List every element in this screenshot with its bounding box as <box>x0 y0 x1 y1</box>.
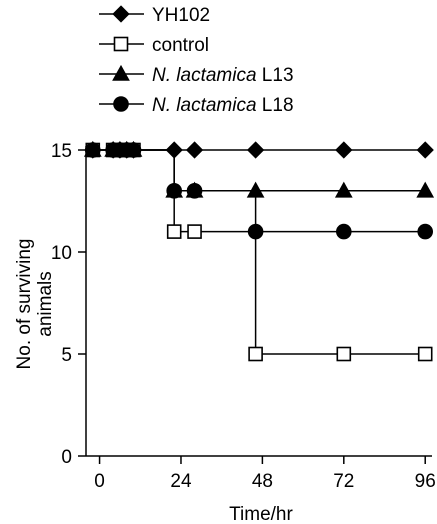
y-axis-label-line: animals <box>35 271 56 336</box>
legend-label-part: YH102 <box>152 5 210 26</box>
data-point-diamond <box>246 141 265 159</box>
series-line <box>92 149 426 355</box>
legend-marker-diamond <box>112 5 130 23</box>
series-markers <box>83 140 435 362</box>
legend-label: N. lactamica L18 <box>152 95 294 116</box>
legend-item: N. lactamica L13 <box>99 64 294 86</box>
y-tick-label: 10 <box>51 243 72 264</box>
data-point-diamond <box>185 141 204 159</box>
y-axis-ticks: 0 5 10 15 <box>51 141 86 468</box>
data-point-diamond <box>416 141 434 159</box>
data-point-circle <box>166 183 182 199</box>
y-tick-label: 5 <box>61 345 72 366</box>
data-point-square <box>187 224 202 239</box>
legend-label-part: L13 <box>257 65 294 86</box>
x-tick-label: 72 <box>333 471 354 492</box>
data-point-triangle <box>416 181 435 198</box>
legend-item: N. lactamica L18 <box>99 95 294 116</box>
data-point-diamond <box>165 141 183 159</box>
data-point-circle <box>125 142 142 158</box>
legend-item: control <box>99 35 209 56</box>
x-tick-label: 0 <box>94 471 105 492</box>
data-point-circle <box>186 183 203 199</box>
y-tick-label: 15 <box>51 141 72 162</box>
data-point-square <box>248 346 263 362</box>
data-point-circle <box>336 223 352 240</box>
legend-label-part: N. lactamica <box>152 65 257 86</box>
data-point-square <box>336 346 352 362</box>
x-tick-label: 96 <box>415 471 436 492</box>
legend-label: control <box>152 35 209 56</box>
legend-marker-triangle <box>112 64 130 81</box>
legend-label-part: control <box>152 35 209 56</box>
legend-marker-square <box>113 36 129 52</box>
series-lines <box>92 149 426 355</box>
legend-label: N. lactamica L13 <box>152 65 294 86</box>
data-point-circle <box>417 223 434 240</box>
data-point-triangle <box>334 181 353 198</box>
y-axis-label-line: No. of surviving <box>14 239 35 370</box>
data-point-square <box>417 346 433 362</box>
data-point-square <box>166 224 182 239</box>
legend-label-part: L18 <box>257 95 294 116</box>
y-tick-label: 0 <box>61 447 72 468</box>
y-axis-label: No. of survivinganimals <box>14 239 56 370</box>
series-line <box>92 149 426 192</box>
x-axis-ticks: 0 24 48 72 96 <box>94 456 436 492</box>
legend-label: YH102 <box>152 5 210 26</box>
data-point-diamond <box>335 141 353 159</box>
data-point-circle <box>247 223 264 240</box>
legend-label-part: N. lactamica <box>152 95 257 116</box>
data-point-circle <box>84 142 101 158</box>
legend-item: YH102 <box>99 5 210 26</box>
x-tick-label: 24 <box>170 471 192 492</box>
chart-axes: 0 5 10 15 0 24 48 72 96 Time/hr No. of survivin… <box>14 141 436 524</box>
legend-marker-circle <box>113 96 129 112</box>
x-tick-label: 48 <box>252 471 273 492</box>
data-point-triangle <box>246 181 265 198</box>
x-axis-label: Time/hr <box>229 504 293 524</box>
